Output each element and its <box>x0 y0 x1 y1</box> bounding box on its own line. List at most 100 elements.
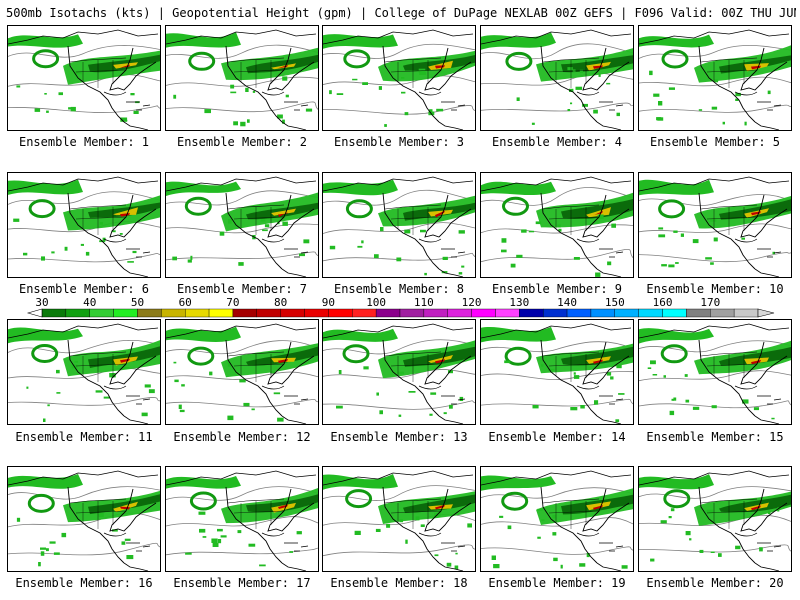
ensemble-map-panel <box>638 466 792 572</box>
ensemble-map-panel <box>480 466 634 572</box>
colorbar-left-arrow <box>26 308 43 318</box>
ensemble-member-caption: Ensemble Member: 16 <box>15 576 153 590</box>
ensemble-member-caption: Ensemble Member: 2 <box>176 135 308 149</box>
ensemble-map-panel <box>638 25 792 131</box>
colorbar-tick-label: 60 <box>178 296 192 309</box>
colorbar-swatch <box>328 308 353 318</box>
map-graphic <box>639 29 791 130</box>
map-graphic <box>639 470 791 571</box>
colorbar-swatch <box>375 308 401 318</box>
ensemble-map-panel <box>322 172 476 278</box>
ensemble-member-caption: Ensemble Member: 9 <box>491 282 623 296</box>
ensemble-map-panel <box>322 466 476 572</box>
ensemble-member-caption: Ensemble Member: 5 <box>649 135 781 149</box>
colorbar-tick-label: 40 <box>83 296 97 309</box>
colorbar-tick-label: 110 <box>413 296 434 309</box>
ensemble-map-panel <box>480 25 634 131</box>
colorbar-tick-label: 140 <box>557 296 577 309</box>
colorbar-tick-label: 90 <box>321 296 336 309</box>
colorbar-swatch <box>590 308 615 318</box>
ensemble-member-caption: Ensemble Member: 6 <box>18 282 150 296</box>
colorbar-swatch <box>519 308 544 318</box>
ensemble-member-caption: Ensemble Member: 15 <box>646 430 784 444</box>
colorbar-swatch <box>423 308 448 318</box>
colorbar-swatch <box>638 308 663 318</box>
ensemble-map-panel <box>638 319 792 425</box>
colorbar-swatch <box>161 308 186 318</box>
ensemble-map-panel <box>322 25 476 131</box>
colorbar-swatch <box>304 308 329 318</box>
colorbar-swatch <box>41 308 67 318</box>
map-graphic <box>639 176 791 277</box>
colorbar-swatch <box>686 308 711 318</box>
ensemble-map-panel <box>7 466 161 572</box>
colorbar-tick-label: 50 <box>130 296 145 309</box>
ensemble-member-caption: Ensemble Member: 13 <box>330 430 468 444</box>
colorbar-swatch <box>232 308 257 318</box>
map-graphic <box>323 29 475 130</box>
map-graphic <box>639 323 791 424</box>
colorbar-swatch <box>113 308 138 318</box>
colorbar-tick-label: 150 <box>604 296 625 309</box>
chart-title: 500mb Isotachs (kts) | Geopotential Heig… <box>6 6 796 20</box>
ensemble-member-caption: Ensemble Member: 1 <box>18 135 150 149</box>
map-graphic <box>166 176 318 277</box>
ensemble-member-caption: Ensemble Member: 19 <box>488 576 626 590</box>
map-graphic <box>166 29 318 130</box>
map-graphic <box>323 470 475 571</box>
ensemble-member-caption: Ensemble Member: 20 <box>646 576 784 590</box>
colorbar-swatch <box>208 308 234 318</box>
ensemble-map-panel <box>7 319 161 425</box>
ensemble-map-panel <box>165 319 319 425</box>
ensemble-map-panel <box>7 25 161 131</box>
ensemble-member-caption: Ensemble Member: 4 <box>491 135 623 149</box>
colorbar-swatch <box>543 308 568 318</box>
colorbar-swatch <box>280 308 305 318</box>
map-graphic <box>8 29 160 130</box>
colorbar-swatch <box>352 308 377 318</box>
map-graphic <box>323 176 475 277</box>
map-graphic <box>481 470 633 571</box>
map-graphic <box>481 323 633 424</box>
colorbar-swatch <box>65 308 90 318</box>
colorbar-swatch <box>710 308 735 318</box>
ensemble-map-panel <box>322 319 476 425</box>
ensemble-map-panel <box>165 172 319 278</box>
colorbar-tick-label: 70 <box>226 296 240 309</box>
colorbar-swatch <box>733 308 759 318</box>
map-graphic <box>8 323 160 424</box>
ensemble-member-caption: Ensemble Member: 8 <box>333 282 465 296</box>
ensemble-map-panel <box>480 319 634 425</box>
colorbar-swatch <box>495 308 520 318</box>
colorbar-swatch <box>447 308 472 318</box>
colorbar-right-arrow <box>757 308 775 318</box>
map-graphic <box>481 29 633 130</box>
ensemble-member-caption: Ensemble Member: 7 <box>176 282 308 296</box>
map-graphic <box>481 176 633 277</box>
map-graphic <box>166 470 318 571</box>
ensemble-member-caption: Ensemble Member: 17 <box>173 576 311 590</box>
ensemble-member-caption: Ensemble Member: 14 <box>488 430 626 444</box>
colorbar-tick-label: 30 <box>35 296 49 309</box>
colorbar-swatch <box>89 308 114 318</box>
colorbar-swatch <box>471 308 496 318</box>
ensemble-member-caption: Ensemble Member: 18 <box>330 576 468 590</box>
colorbar-swatch <box>184 308 210 318</box>
map-graphic <box>8 176 160 277</box>
ensemble-map-panel <box>7 172 161 278</box>
colorbar-tick-label: 160 <box>652 296 673 309</box>
ensemble-member-caption: Ensemble Member: 11 <box>15 430 153 444</box>
colorbar-swatch <box>256 308 281 318</box>
map-graphic <box>8 470 160 571</box>
ensemble-member-caption: Ensemble Member: 12 <box>173 430 311 444</box>
colorbar-swatch <box>399 308 425 318</box>
map-graphic <box>166 323 318 424</box>
colorbar-swatch <box>614 308 639 318</box>
ensemble-map-panel <box>165 25 319 131</box>
colorbar-tick-label: 100 <box>366 296 387 309</box>
ensemble-member-caption: Ensemble Member: 3 <box>333 135 465 149</box>
ensemble-member-caption: Ensemble Member: 10 <box>646 282 784 296</box>
colorbar-swatch <box>566 308 592 318</box>
colorbar-tick-label: 120 <box>461 296 482 309</box>
colorbar-swatch <box>137 308 162 318</box>
